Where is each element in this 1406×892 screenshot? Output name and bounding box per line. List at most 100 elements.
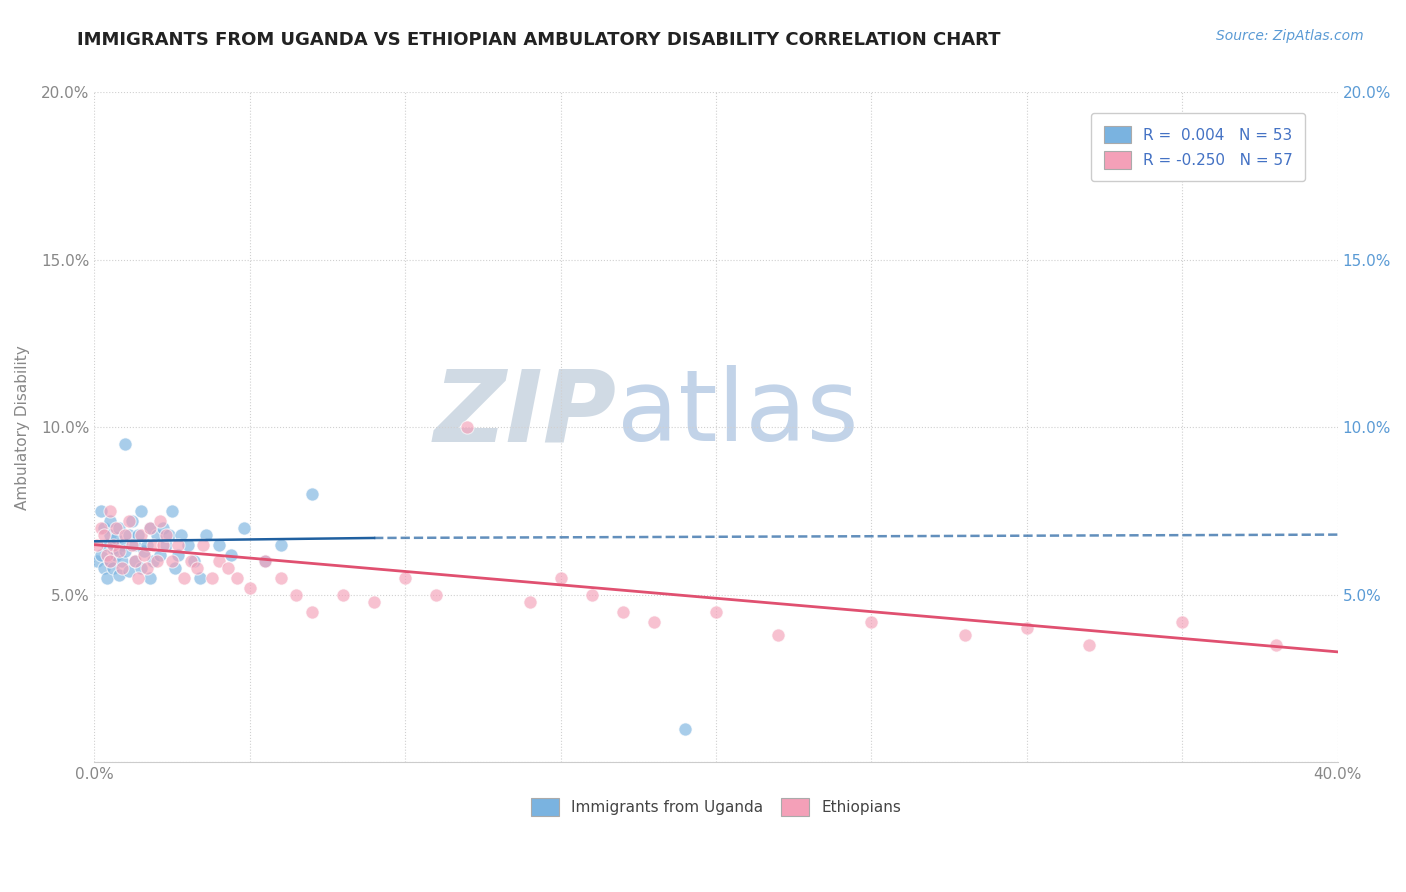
Point bbox=[93, 561, 115, 575]
Point bbox=[1171, 615, 1194, 629]
Point bbox=[219, 548, 242, 562]
Text: IMMIGRANTS FROM UGANDA VS ETHIOPIAN AMBULATORY DISABILITY CORRELATION CHART: IMMIGRANTS FROM UGANDA VS ETHIOPIAN AMBU… bbox=[77, 31, 1001, 49]
Point bbox=[136, 561, 159, 575]
Point bbox=[768, 628, 790, 642]
Point bbox=[101, 541, 124, 555]
Point bbox=[195, 527, 218, 541]
Point bbox=[90, 548, 112, 562]
Point bbox=[160, 504, 183, 518]
Point bbox=[285, 588, 308, 602]
Point bbox=[643, 615, 665, 629]
Point bbox=[155, 527, 177, 541]
Point bbox=[136, 538, 159, 552]
Point bbox=[98, 554, 121, 568]
Point bbox=[217, 561, 239, 575]
Point bbox=[149, 514, 172, 528]
Point bbox=[139, 521, 162, 535]
Point bbox=[581, 588, 603, 602]
Point bbox=[176, 538, 198, 552]
Point bbox=[129, 527, 152, 541]
Point bbox=[101, 561, 124, 575]
Point bbox=[96, 548, 118, 562]
Point bbox=[363, 594, 385, 608]
Point bbox=[254, 554, 277, 568]
Point bbox=[111, 554, 134, 568]
Point bbox=[105, 548, 128, 562]
Point bbox=[157, 527, 180, 541]
Point bbox=[152, 521, 174, 535]
Point bbox=[93, 527, 115, 541]
Point bbox=[124, 554, 146, 568]
Point bbox=[167, 538, 190, 552]
Point bbox=[117, 514, 139, 528]
Point bbox=[191, 538, 214, 552]
Point bbox=[114, 437, 136, 451]
Point bbox=[673, 722, 696, 736]
Point bbox=[1078, 638, 1101, 652]
Point bbox=[612, 605, 634, 619]
Point bbox=[90, 521, 112, 535]
Point bbox=[90, 504, 112, 518]
Point bbox=[111, 561, 134, 575]
Point bbox=[332, 588, 354, 602]
Point bbox=[124, 538, 146, 552]
Point bbox=[167, 548, 190, 562]
Point bbox=[1015, 622, 1038, 636]
Point bbox=[519, 594, 541, 608]
Point bbox=[127, 527, 149, 541]
Point bbox=[132, 544, 155, 558]
Point bbox=[188, 571, 211, 585]
Point bbox=[98, 554, 121, 568]
Point bbox=[155, 538, 177, 552]
Point bbox=[121, 514, 143, 528]
Point bbox=[301, 487, 323, 501]
Point bbox=[1264, 638, 1286, 652]
Point bbox=[270, 538, 292, 552]
Point bbox=[254, 554, 277, 568]
Point bbox=[111, 538, 134, 552]
Point bbox=[953, 628, 976, 642]
Point bbox=[152, 538, 174, 552]
Point bbox=[96, 571, 118, 585]
Point bbox=[394, 571, 416, 585]
Point bbox=[132, 548, 155, 562]
Point bbox=[108, 567, 131, 582]
Point bbox=[129, 561, 152, 575]
Point bbox=[425, 588, 447, 602]
Point bbox=[105, 521, 128, 535]
Point bbox=[226, 571, 249, 585]
Point bbox=[232, 521, 254, 535]
Point bbox=[101, 538, 124, 552]
Point bbox=[301, 605, 323, 619]
Text: atlas: atlas bbox=[617, 366, 858, 462]
Point bbox=[129, 504, 152, 518]
Y-axis label: Ambulatory Disability: Ambulatory Disability bbox=[15, 345, 30, 509]
Text: Source: ZipAtlas.com: Source: ZipAtlas.com bbox=[1216, 29, 1364, 43]
Point bbox=[183, 554, 205, 568]
Text: ZIP: ZIP bbox=[433, 366, 617, 462]
Point bbox=[139, 521, 162, 535]
Point bbox=[105, 531, 128, 545]
Point bbox=[239, 581, 262, 595]
Point bbox=[98, 514, 121, 528]
Point bbox=[456, 420, 478, 434]
Point bbox=[201, 571, 224, 585]
Point bbox=[208, 554, 231, 568]
Point bbox=[860, 615, 883, 629]
Point bbox=[117, 527, 139, 541]
Point bbox=[270, 571, 292, 585]
Point bbox=[127, 571, 149, 585]
Point bbox=[124, 554, 146, 568]
Point bbox=[86, 554, 108, 568]
Point bbox=[96, 538, 118, 552]
Point bbox=[98, 527, 121, 541]
Legend: Immigrants from Uganda, Ethiopians: Immigrants from Uganda, Ethiopians bbox=[524, 792, 907, 822]
Point bbox=[86, 538, 108, 552]
Point bbox=[173, 571, 195, 585]
Point bbox=[145, 527, 167, 541]
Point bbox=[108, 544, 131, 558]
Point bbox=[180, 554, 202, 568]
Point bbox=[149, 548, 172, 562]
Point bbox=[170, 527, 193, 541]
Point bbox=[98, 504, 121, 518]
